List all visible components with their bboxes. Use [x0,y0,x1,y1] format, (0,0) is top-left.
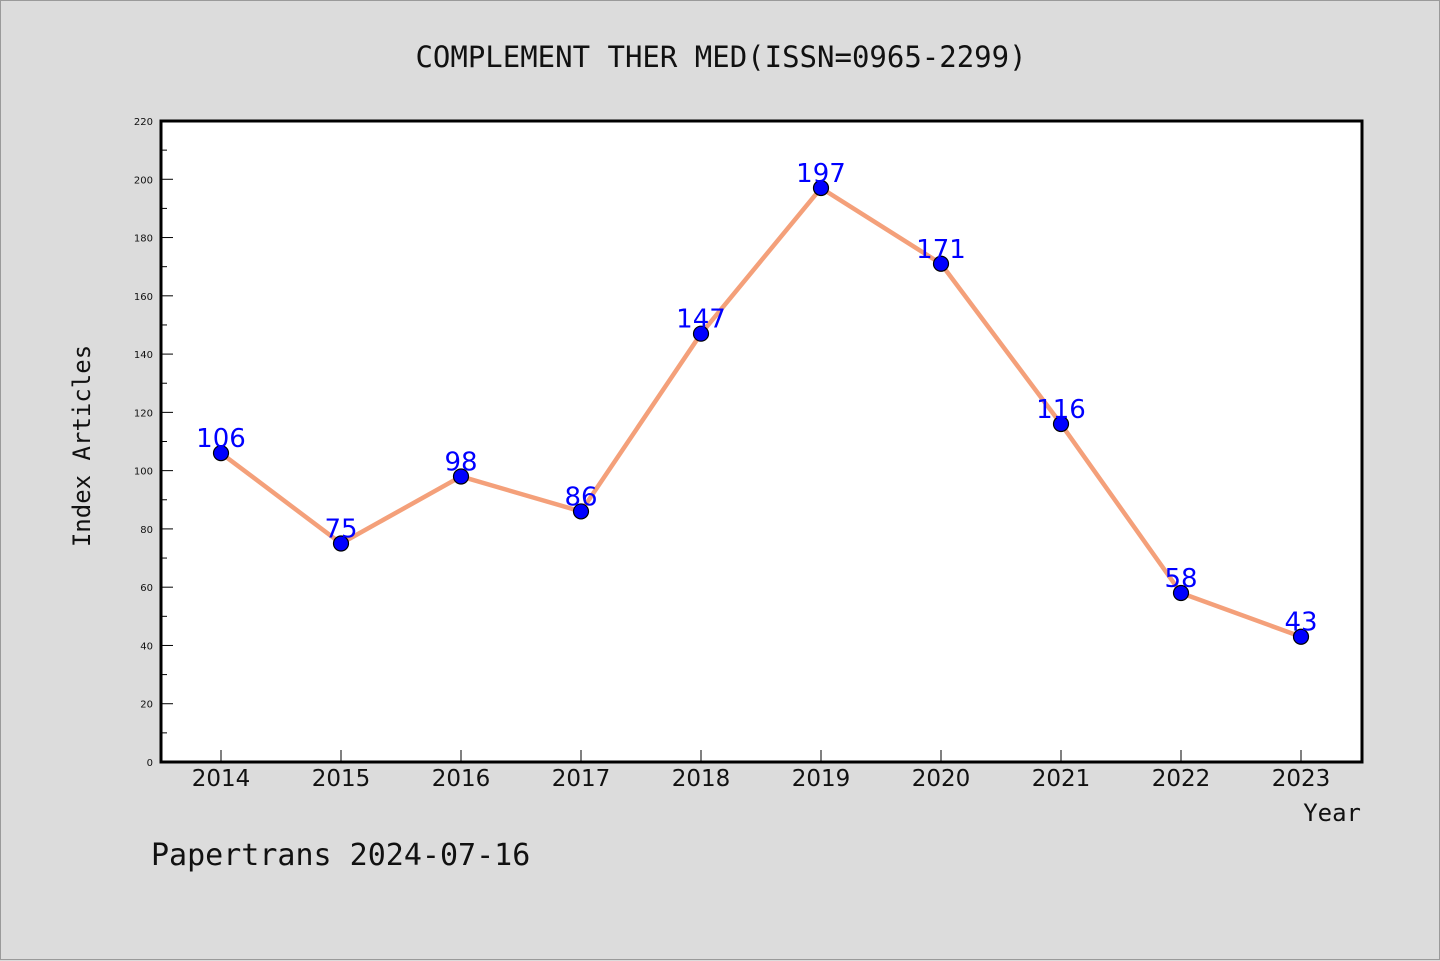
data-label: 106 [196,424,246,454]
data-point [692,325,710,342]
data-label: 86 [564,482,597,512]
data-point [332,535,350,552]
data-point [932,255,950,272]
data-point [1292,628,1310,645]
x-tick-label: 2021 [1032,766,1091,792]
y-tick-label: 200 [134,175,153,186]
y-tick-label: 40 [140,641,153,652]
x-tick-label: 2017 [552,766,611,792]
x-axis: 2014 2015 2016 2017 2018 2019 2020 2021 2022 2023 [192,750,1331,792]
x-tick-label: 2016 [432,766,491,792]
x-tick-label: 2020 [912,766,971,792]
y-tick-label: 80 [140,525,153,536]
data-label: 171 [916,235,966,265]
y-tick-label: 120 [134,408,153,419]
y-tick-label: 140 [134,350,153,361]
series-line [218,185,1304,639]
data-point [1052,415,1070,433]
watermark-text: Papertrans 2024-07-16 [151,838,530,873]
x-axis-title: Year [1303,799,1361,827]
y-axis-title: Index Articles [68,345,96,547]
series-layer [218,185,1304,639]
x-tick-label: 2018 [672,766,731,792]
data-point [1172,584,1190,602]
data-point [812,179,830,197]
marker-layer [212,179,1310,645]
y-tick-label: 20 [140,700,153,711]
y-tick-label: 60 [140,583,153,594]
data-label: 75 [324,514,357,544]
x-tick-label: 2022 [1152,766,1211,792]
x-tick-label: 2015 [312,766,371,792]
plot-area [159,119,1364,764]
y-tick-label: 100 [134,467,153,478]
data-label: 197 [796,159,846,189]
y-tick-label: 220 [134,117,153,128]
data-point [212,445,230,462]
y-tick-label: 160 [134,292,153,303]
data-label: 98 [444,447,477,477]
x-tick-label: 2019 [792,766,851,792]
data-label: 147 [676,305,726,335]
data-label: 58 [1164,564,1197,594]
data-label-layer: 106 75 98 86 147 197 171 116 58 43 [196,159,1317,638]
y-axis: 0 20 40 60 80 100 120 140 160 180 200 220 [134,117,173,769]
y-tick-label: 0 [147,758,153,769]
data-point [452,468,470,485]
y-tick-label: 180 [134,234,153,245]
x-tick-label: 2014 [192,766,251,792]
data-label: 116 [1036,395,1086,425]
data-label: 43 [1284,608,1317,638]
x-tick-label: 2023 [1272,766,1331,792]
chart-title: COMPLEMENT THER MED(ISSN=0965-2299) [415,40,1026,74]
data-point [572,503,590,520]
